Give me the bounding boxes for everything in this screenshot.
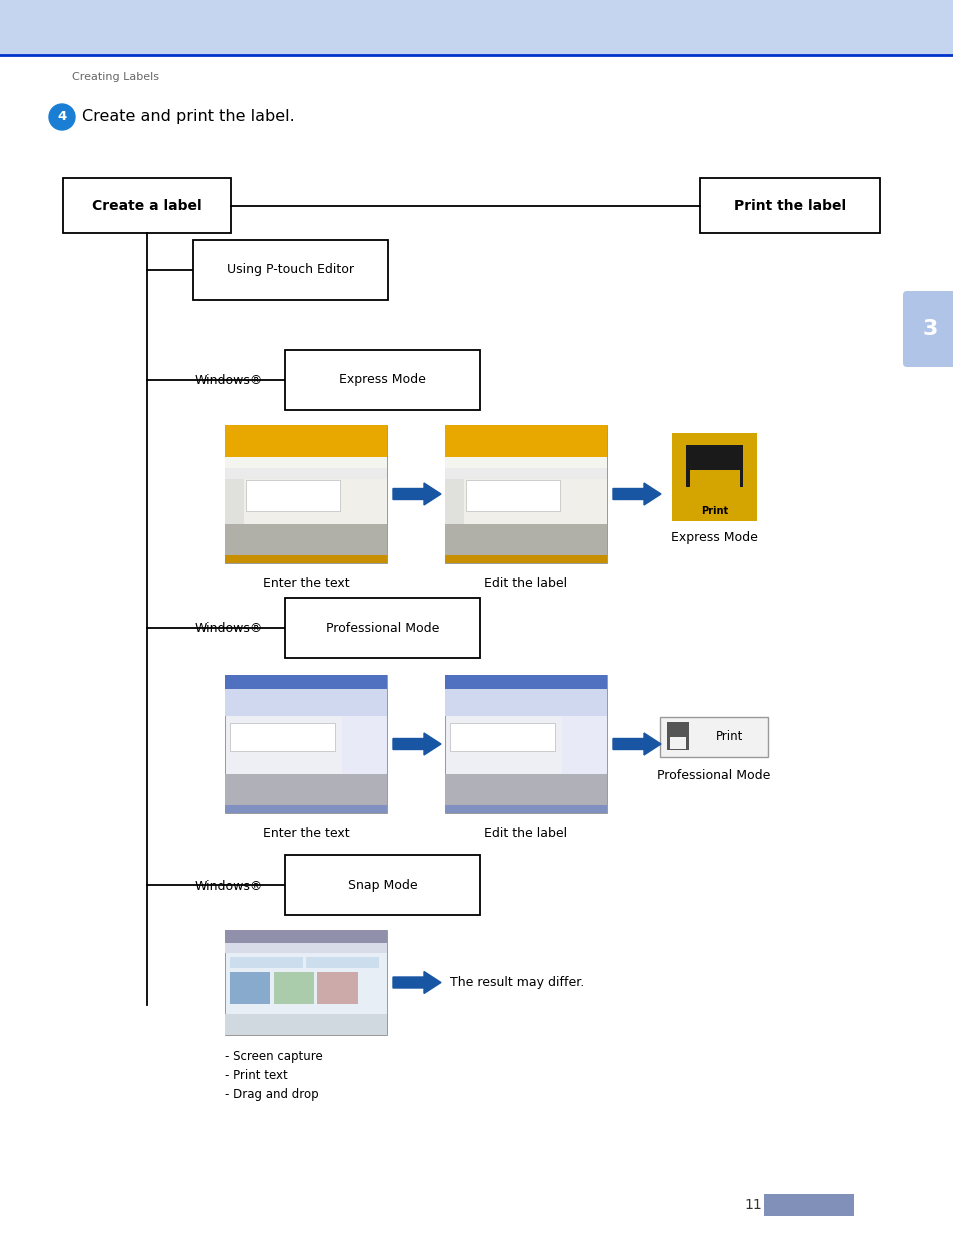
Text: 3: 3 — [922, 319, 937, 338]
Bar — [659, 718, 767, 757]
FancyArrow shape — [613, 734, 660, 755]
Bar — [450, 724, 555, 751]
Bar — [444, 774, 606, 805]
Bar — [225, 676, 387, 689]
Bar — [225, 425, 387, 563]
Text: Express Mode: Express Mode — [338, 373, 425, 387]
Bar — [225, 457, 387, 468]
Circle shape — [49, 104, 75, 130]
Text: Creating Labels: Creating Labels — [71, 72, 159, 82]
Bar — [230, 972, 270, 1004]
Bar — [225, 930, 387, 942]
Bar — [285, 350, 479, 410]
Bar — [444, 468, 606, 479]
Bar — [274, 972, 314, 1004]
Bar — [225, 1014, 387, 1035]
FancyArrow shape — [393, 734, 440, 755]
Text: Print: Print — [700, 506, 727, 516]
Bar — [444, 805, 606, 813]
Text: Professional Mode: Professional Mode — [326, 621, 438, 635]
Bar — [317, 972, 357, 1004]
Text: Create a label: Create a label — [92, 199, 202, 212]
Bar — [444, 555, 606, 563]
Bar — [763, 1194, 853, 1216]
Bar — [225, 689, 387, 716]
Bar — [225, 555, 387, 563]
Text: Print the label: Print the label — [733, 199, 845, 212]
Bar — [225, 805, 387, 813]
Text: Print: Print — [716, 730, 743, 743]
Text: Express Mode: Express Mode — [670, 531, 757, 543]
Bar — [671, 433, 757, 521]
Bar — [225, 930, 387, 1035]
Bar — [444, 425, 606, 457]
Text: 4: 4 — [57, 110, 67, 124]
Bar — [225, 774, 387, 805]
Text: Edit the label: Edit the label — [484, 827, 567, 840]
Bar — [0, 0, 953, 56]
Text: Professional Mode: Professional Mode — [657, 769, 770, 782]
Bar — [666, 722, 688, 750]
Text: - Print text: - Print text — [225, 1070, 288, 1082]
Text: The result may differ.: The result may differ. — [450, 976, 583, 989]
FancyBboxPatch shape — [902, 291, 953, 367]
Bar — [669, 737, 685, 748]
Text: 11: 11 — [743, 1198, 761, 1212]
Bar — [689, 471, 740, 492]
Bar — [444, 425, 606, 563]
Bar — [225, 479, 244, 534]
Bar — [225, 468, 387, 479]
Bar — [230, 724, 335, 751]
Bar — [444, 676, 606, 689]
Text: Enter the text: Enter the text — [262, 827, 349, 840]
Text: Edit the label: Edit the label — [484, 577, 567, 590]
Bar — [246, 480, 339, 510]
Bar — [444, 479, 464, 534]
Bar — [466, 480, 559, 510]
Bar — [63, 178, 231, 233]
Text: Create and print the label.: Create and print the label. — [82, 110, 294, 125]
FancyArrow shape — [393, 972, 440, 993]
Bar — [685, 445, 742, 487]
FancyArrow shape — [613, 483, 660, 505]
Text: Windows®: Windows® — [194, 879, 263, 893]
Text: - Screen capture: - Screen capture — [225, 1050, 322, 1063]
Text: Snap Mode: Snap Mode — [347, 878, 416, 892]
Bar — [341, 716, 387, 799]
Bar — [285, 855, 479, 915]
Text: Windows®: Windows® — [194, 374, 263, 388]
Bar — [444, 676, 606, 813]
Bar — [193, 240, 388, 300]
Text: Using P-touch Editor: Using P-touch Editor — [227, 263, 354, 277]
Text: Windows®: Windows® — [194, 622, 263, 636]
Text: Enter the text: Enter the text — [262, 577, 349, 590]
Bar — [225, 425, 387, 457]
Bar — [230, 957, 302, 968]
Text: - Drag and drop: - Drag and drop — [225, 1088, 318, 1100]
Bar — [444, 457, 606, 468]
Bar — [285, 598, 479, 658]
Bar — [225, 525, 387, 563]
Bar — [561, 716, 606, 799]
Bar — [225, 942, 387, 953]
Bar — [444, 525, 606, 563]
Bar — [225, 676, 387, 813]
Bar — [444, 689, 606, 716]
Bar — [306, 957, 378, 968]
Bar — [700, 178, 879, 233]
FancyArrow shape — [393, 483, 440, 505]
